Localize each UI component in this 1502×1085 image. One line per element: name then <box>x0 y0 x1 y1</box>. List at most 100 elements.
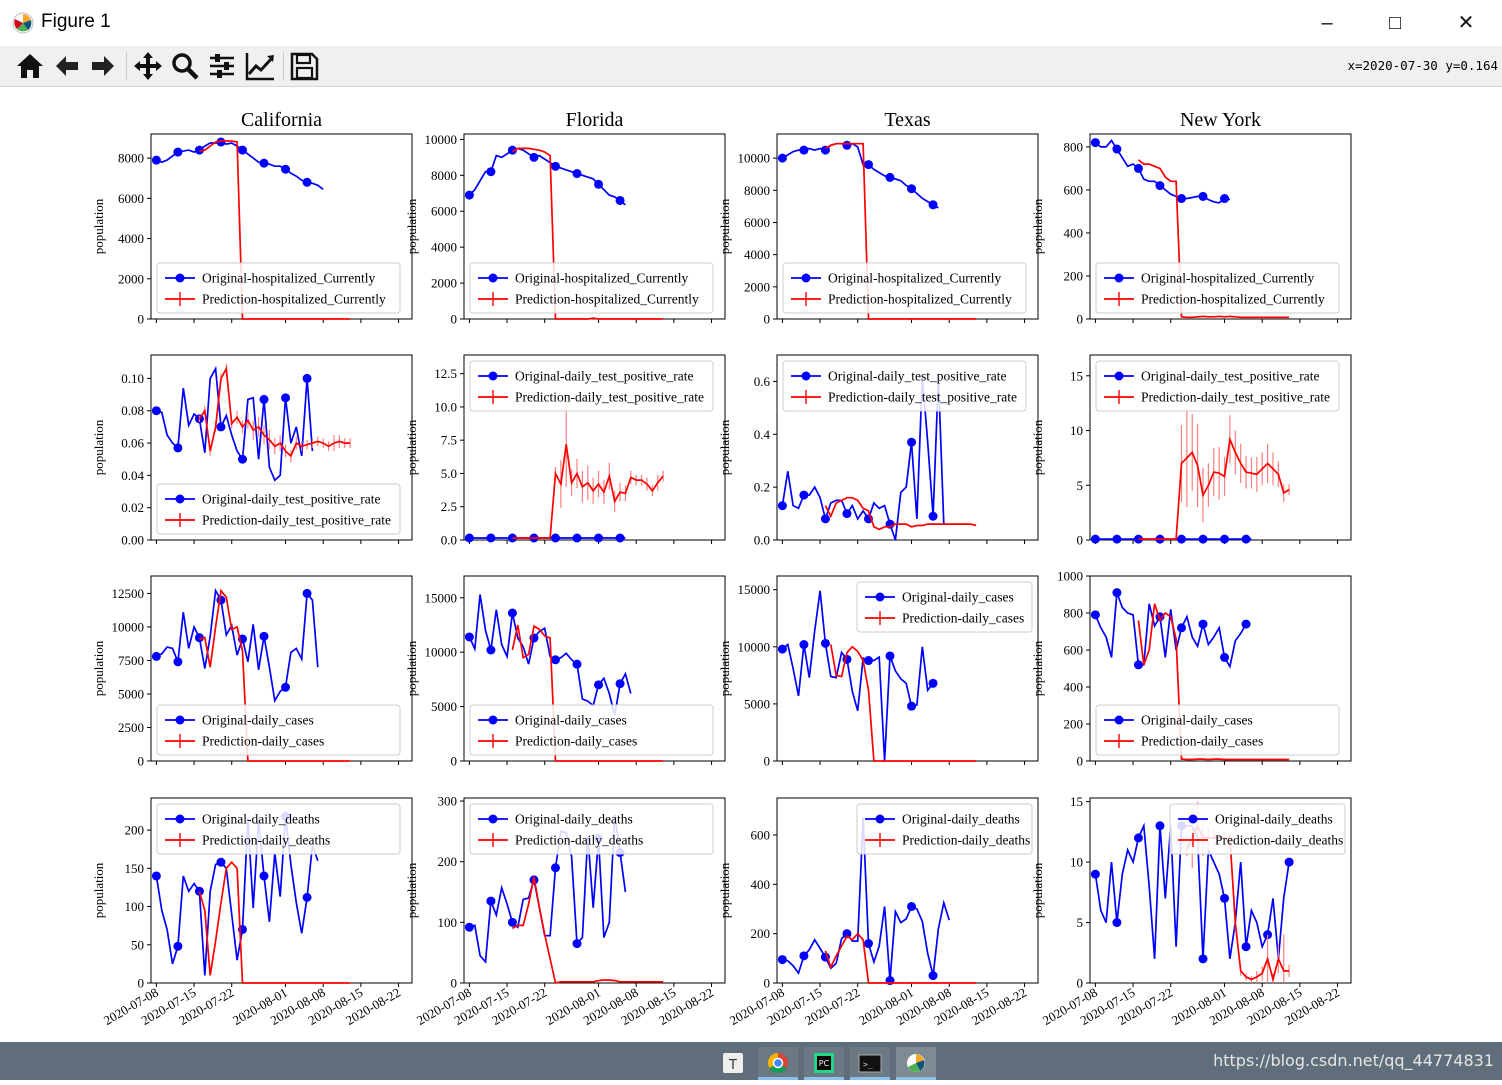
maximize-button[interactable]: □ <box>1388 12 1402 34</box>
subplots-config-icon <box>210 54 234 78</box>
taskbar-typora[interactable]: T <box>713 1047 753 1080</box>
data-point <box>550 655 560 665</box>
prediction-series-line <box>824 142 977 320</box>
legend-marker <box>488 371 498 381</box>
y-axis-label: population <box>1030 862 1045 918</box>
legend: Original-daily_deaths Prediction-daily_de… <box>156 803 401 855</box>
data-point <box>302 588 312 598</box>
home-button[interactable] <box>13 49 47 83</box>
legend-label: Original-hospitalized_Currently <box>515 271 688 286</box>
y-tick-label: 400 <box>1064 225 1084 240</box>
prediction-series-line <box>199 140 351 320</box>
y-axis-label: population <box>717 862 732 918</box>
data-point <box>550 161 560 171</box>
legend-marker <box>875 814 885 824</box>
back-button[interactable] <box>50 49 84 83</box>
legend-label: Prediction-daily_test_positive_rate <box>202 513 391 528</box>
data-point <box>907 437 917 447</box>
legend-label: Original-daily_cases <box>1141 713 1253 728</box>
data-point <box>1176 623 1186 633</box>
y-tick-label: 100 <box>438 915 458 930</box>
subplot-2-3: 0 200 400 600 800 1000 population Original-dail… <box>1030 569 1352 769</box>
subplot-0-1: Florida 0 2000 4000 6000 8000 10000 population O… <box>404 109 726 327</box>
close-button[interactable]: ✕ <box>1457 12 1475 34</box>
y-tick-label: 0.02 <box>121 500 144 515</box>
legend-label: Original-daily_test_positive_rate <box>515 369 693 384</box>
legend-label: Prediction-daily_cases <box>902 611 1024 626</box>
subplot-3-0: 050100150200population2020-07-082020-07-… <box>91 797 413 1028</box>
window-title: Figure 1 <box>41 11 111 32</box>
legend: Original-hospitalized_Currently Predictio… <box>469 262 714 314</box>
legend-label: Original-hospitalized_Currently <box>1141 271 1314 286</box>
y-tick-label: 0 <box>138 976 145 991</box>
minimize-button[interactable]: – <box>1321 12 1333 34</box>
data-point <box>464 632 474 642</box>
pan-button[interactable] <box>131 49 165 83</box>
y-axis-label: population <box>717 419 732 475</box>
legend: Original-daily_cases Prediction-daily_cas… <box>469 704 714 756</box>
legend-frame <box>782 360 1027 412</box>
data-point <box>928 200 938 210</box>
data-point <box>302 373 312 383</box>
data-point <box>151 871 161 881</box>
data-point <box>486 645 496 655</box>
legend-label: Prediction-daily_deaths <box>902 833 1030 848</box>
y-tick-label: 0 <box>451 976 458 991</box>
zoom-button[interactable] <box>168 49 202 83</box>
data-point <box>615 679 625 689</box>
y-tick-label: 200 <box>1064 717 1084 732</box>
data-point <box>1133 660 1143 670</box>
data-point <box>928 511 938 521</box>
y-tick-label: 7500 <box>118 653 144 668</box>
home-icon <box>17 54 43 78</box>
taskbar-chrome[interactable] <box>758 1047 798 1080</box>
taskbar-terminal[interactable]: >_ <box>850 1047 890 1080</box>
data-point <box>907 701 917 711</box>
y-tick-label: 15000 <box>738 582 771 597</box>
legend-label: Original-hospitalized_Currently <box>202 271 375 286</box>
original-series-line <box>155 816 319 976</box>
prediction-series-line <box>511 624 664 762</box>
taskbar-figure[interactable] <box>896 1047 936 1080</box>
figure-canvas[interactable]: California02000400060008000populationOri… <box>0 87 1502 1042</box>
data-point <box>799 951 809 961</box>
y-tick-label: 400 <box>1064 680 1084 695</box>
y-axis-label: population <box>1030 419 1045 475</box>
back-arrow-icon <box>56 56 78 76</box>
y-tick-label: 4000 <box>431 240 457 255</box>
y-tick-label: 1000 <box>1057 569 1083 584</box>
y-axis-label: population <box>404 640 419 696</box>
prediction-series-line <box>1137 603 1290 761</box>
data-point <box>1090 869 1100 879</box>
legend-label: Prediction-daily_test_positive_rate <box>515 390 704 405</box>
data-point <box>777 644 787 654</box>
legend-label: Prediction-daily_deaths <box>515 833 643 848</box>
data-point <box>259 158 269 168</box>
legend-frame <box>156 704 401 756</box>
data-point <box>302 892 312 902</box>
data-point <box>1220 893 1230 903</box>
legend: Original-daily_deaths Prediction-daily_de… <box>1169 803 1346 855</box>
legend-label: Prediction-daily_cases <box>1141 734 1263 749</box>
y-axis-label: population <box>1030 198 1045 254</box>
save-button[interactable] <box>287 49 321 83</box>
prediction-series-line <box>511 147 664 320</box>
pycharm-icon: PC <box>814 1053 834 1073</box>
data-point <box>1133 833 1143 843</box>
legend-frame <box>156 803 401 855</box>
y-tick-label: 300 <box>438 794 458 809</box>
taskbar-pycharm[interactable]: PC <box>804 1047 844 1080</box>
legend-frame <box>1095 360 1340 412</box>
data-point <box>842 140 852 150</box>
edit-axis-button[interactable] <box>243 49 277 83</box>
data-point <box>464 922 474 932</box>
y-tick-label: 800 <box>1064 606 1084 621</box>
legend-frame <box>1169 803 1346 855</box>
prediction-series-line <box>824 496 977 531</box>
y-tick-label: 2000 <box>431 276 457 291</box>
legend-label: Prediction-daily_test_positive_rate <box>828 390 1017 405</box>
subplots-config-button[interactable] <box>205 49 239 83</box>
svg-text:T: T <box>728 1058 737 1073</box>
legend-label: Original-daily_test_positive_rate <box>828 369 1006 384</box>
forward-button[interactable] <box>86 49 120 83</box>
